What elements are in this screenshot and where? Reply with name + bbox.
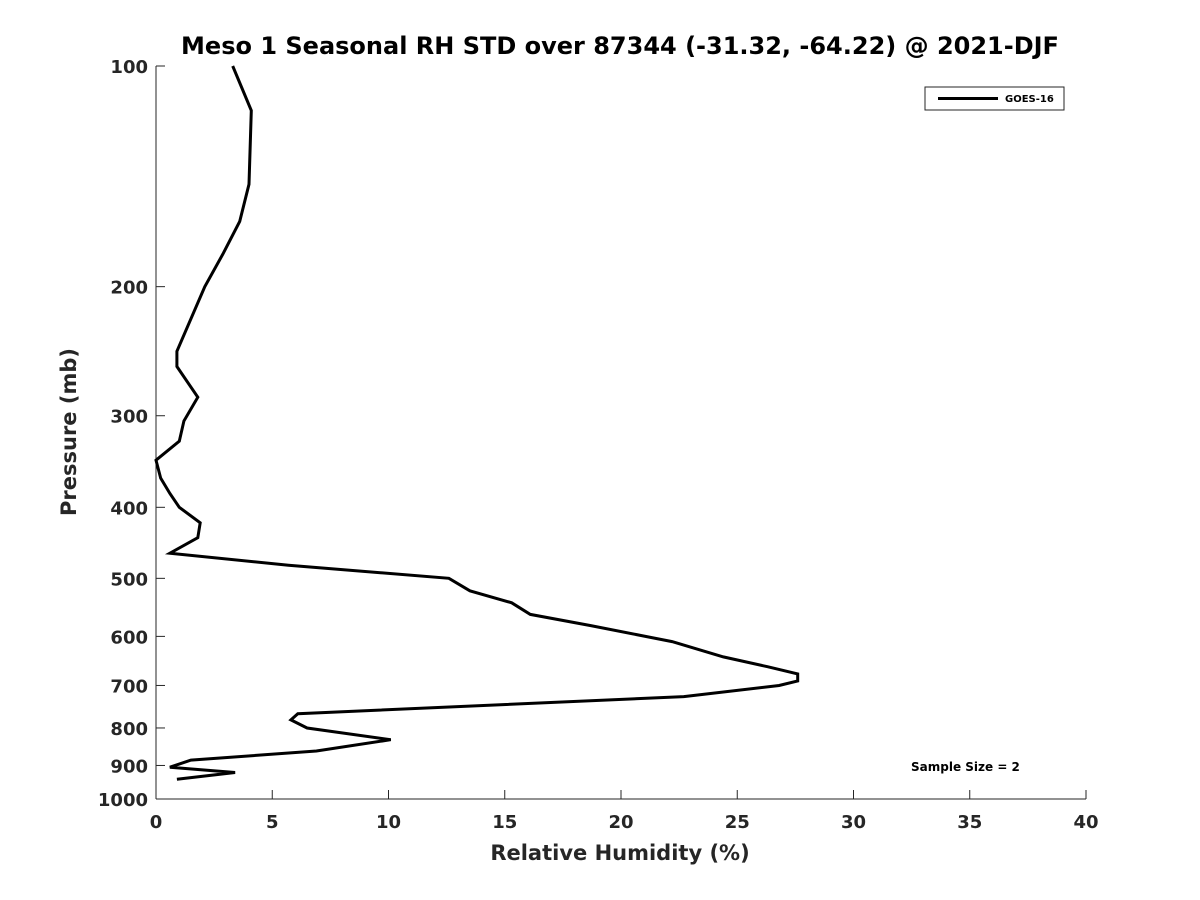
y-tick-label: 800 (110, 719, 148, 740)
x-tick-label: 5 (266, 812, 279, 833)
y-tick-label: 500 (110, 569, 148, 590)
series-line-goes-16 (154, 65, 800, 781)
y-tick-label: 700 (110, 676, 148, 697)
y-tick-label: 100 (110, 57, 148, 78)
y-tick-label: 600 (110, 627, 148, 648)
legend: GOES-16 (924, 86, 1065, 111)
axes: 0 5 10 15 20 25 30 35 40 100 200 300 400 500 600 700 800… (98, 57, 1099, 833)
x-tick-label: 15 (492, 812, 517, 833)
y-tick-label: 300 (110, 407, 148, 428)
sample-size-annotation: Sample Size = 2 (911, 760, 1020, 774)
x-axis-label: Relative Humidity (%) (490, 841, 749, 865)
y-axis-label: Pressure (mb) (57, 348, 81, 516)
x-tick-label: 10 (376, 812, 401, 833)
x-tick-label: 30 (841, 812, 866, 833)
chart-title: Meso 1 Seasonal RH STD over 87344 (-31.3… (181, 32, 1059, 60)
x-tick-label: 0 (150, 812, 163, 833)
y-tick-label: 1000 (98, 790, 148, 811)
y-tick-label: 400 (110, 498, 148, 519)
legend-label-goes-16: GOES-16 (1005, 94, 1054, 105)
x-tick-label: 40 (1073, 812, 1098, 833)
plot-area (154, 65, 800, 781)
x-tick-label: 25 (725, 812, 750, 833)
y-tick-label: 900 (110, 756, 148, 777)
x-tick-label: 20 (608, 812, 633, 833)
x-tick-label: 35 (957, 812, 982, 833)
y-tick-label: 200 (110, 278, 148, 299)
